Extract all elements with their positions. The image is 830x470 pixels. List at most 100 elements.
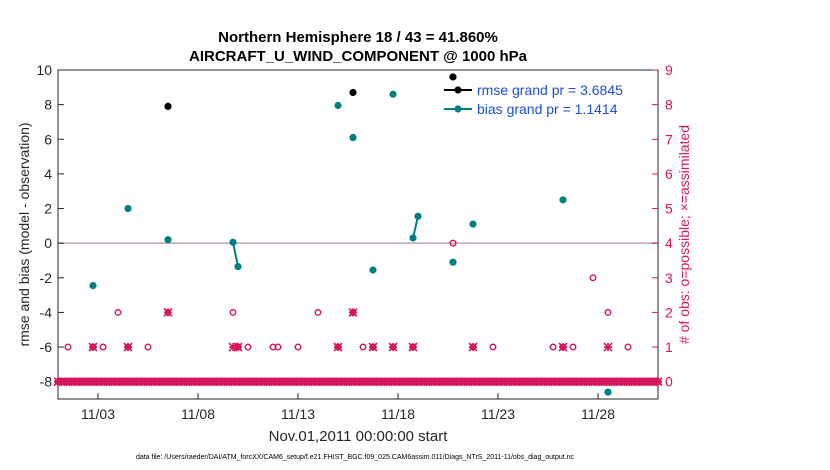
y2-tick-label: 1	[665, 339, 673, 355]
assimilated-obs-zero-marker	[433, 377, 443, 387]
assimilated-obs-zero-marker	[313, 377, 323, 387]
assimilated-obs-zero-marker	[163, 377, 173, 387]
assimilated-obs-zero-marker	[483, 377, 493, 387]
assimilated-obs-zero-marker	[223, 377, 233, 387]
assimilated-obs-zero-marker	[233, 377, 243, 387]
assimilated-obs-zero-marker	[148, 377, 158, 387]
bias-point	[409, 234, 417, 242]
assimilated-obs-zero-marker	[603, 377, 613, 387]
assimilated-obs-zero-marker	[268, 377, 278, 387]
assimilated-obs-zero-marker	[133, 377, 143, 387]
possible-obs-marker	[229, 308, 237, 316]
assimilated-obs-zero-marker	[293, 377, 303, 387]
y2-tick-label: 5	[665, 201, 673, 217]
assimilated-obs-zero-marker	[103, 377, 113, 387]
assimilated-obs-zero-marker	[378, 377, 388, 387]
y-tick-label: -2	[40, 270, 53, 286]
assimilated-obs-zero-marker	[288, 377, 298, 387]
assimilated-obs-zero-marker	[193, 377, 203, 387]
assimilated-obs-zero-marker	[198, 377, 208, 387]
assimilated-obs-zero-marker	[493, 377, 503, 387]
assimilated-obs-zero-marker	[333, 377, 343, 387]
possible-obs-marker	[114, 308, 122, 316]
assimilated-obs-zero-marker	[183, 377, 193, 387]
assimilated-obs-zero-marker	[278, 377, 288, 387]
bias-point	[229, 238, 237, 246]
bias-point	[449, 258, 457, 266]
assimilated-obs-zero-marker	[508, 377, 518, 387]
assimilated-obs-zero-marker	[73, 377, 83, 387]
assimilated-obs-zero-marker	[588, 377, 598, 387]
rmse-point	[349, 88, 357, 97]
x-tick-label: 11/13	[281, 406, 315, 422]
assimilated-obs-marker	[603, 342, 613, 352]
y-tick-label: -8	[40, 374, 53, 390]
assimilated-obs-zero-marker	[108, 377, 118, 387]
assimilated-obs-zero-marker	[243, 377, 253, 387]
assimilated-obs-zero-marker	[428, 377, 438, 387]
assimilated-obs-zero-marker	[618, 377, 628, 387]
assimilated-obs-zero-marker	[468, 377, 478, 387]
assimilated-obs-zero-marker	[213, 377, 223, 387]
assimilated-obs-zero-marker	[78, 377, 88, 387]
assimilated-obs-zero-marker	[273, 377, 283, 387]
assimilated-obs-zero-marker	[113, 377, 123, 387]
data-file-footnote: data file: /Users/raeder/DAI/ATM_forcXX/…	[136, 454, 575, 461]
assimilated-obs-zero-marker	[128, 377, 138, 387]
assimilated-obs-zero-marker	[408, 377, 418, 387]
assimilated-obs-zero-marker	[253, 377, 263, 387]
y-tick-label: -6	[40, 339, 53, 355]
assimilated-obs-marker	[228, 342, 238, 352]
assimilated-obs-zero-marker	[173, 377, 183, 387]
possible-obs-marker	[604, 308, 612, 316]
y-tick-label: -4	[40, 304, 53, 320]
assimilated-obs-zero-marker	[348, 377, 358, 387]
y2-tick-label: 7	[665, 131, 673, 147]
assimilated-obs-zero-marker	[238, 377, 248, 387]
bias-point	[414, 212, 422, 220]
assimilated-obs-marker	[388, 342, 398, 352]
x-tick-label: 11/28	[581, 406, 615, 422]
assimilated-obs-zero-marker	[53, 377, 63, 387]
assimilated-obs-zero-marker	[523, 377, 533, 387]
assimilated-obs-zero-marker	[98, 377, 108, 387]
possible-obs-marker	[274, 343, 282, 351]
assimilated-obs-zero-marker	[478, 377, 488, 387]
assimilated-obs-marker	[368, 342, 378, 352]
assimilated-obs-zero-marker	[153, 377, 163, 387]
assimilated-obs-zero-marker	[653, 377, 663, 387]
assimilated-obs-zero-marker	[563, 377, 573, 387]
assimilated-obs-zero-marker	[138, 377, 148, 387]
assimilated-obs-zero-marker	[353, 377, 363, 387]
assimilated-obs-zero-marker	[443, 377, 453, 387]
legend-bias-marker	[454, 105, 462, 113]
bias-point	[469, 220, 477, 228]
assimilated-obs-zero-marker	[368, 377, 378, 387]
assimilated-obs-zero-marker	[538, 377, 548, 387]
x-tick-label: 11/18	[381, 406, 415, 422]
plot-area	[57, 69, 659, 400]
assimilated-obs-zero-marker	[573, 377, 583, 387]
possible-obs-marker	[359, 343, 367, 351]
assimilated-obs-zero-marker	[168, 377, 178, 387]
assimilated-obs-zero-marker	[383, 377, 393, 387]
assimilated-obs-zero-marker	[218, 377, 228, 387]
assimilated-obs-zero-marker	[498, 377, 508, 387]
assimilated-obs-zero-marker	[228, 377, 238, 387]
assimilated-obs-zero-marker	[373, 377, 383, 387]
assimilated-obs-zero-marker	[318, 377, 328, 387]
assimilated-obs-zero-marker	[83, 377, 93, 387]
x-axis-label: Nov.01,2011 00:00:00 start	[269, 428, 449, 445]
assimilated-obs-zero-marker	[178, 377, 188, 387]
rmse-point	[449, 73, 457, 81]
assimilated-obs-zero-marker	[638, 377, 648, 387]
possible-obs-marker	[449, 239, 457, 247]
bias-line-segment	[232, 242, 239, 267]
possible-obs-marker	[144, 343, 152, 351]
assimilated-obs-zero-marker	[438, 377, 448, 387]
y2-axis-label: # of obs: o=possible; ×=assimilated	[676, 125, 692, 344]
assimilated-obs-marker	[333, 342, 343, 352]
assimilated-obs-marker	[88, 342, 98, 352]
